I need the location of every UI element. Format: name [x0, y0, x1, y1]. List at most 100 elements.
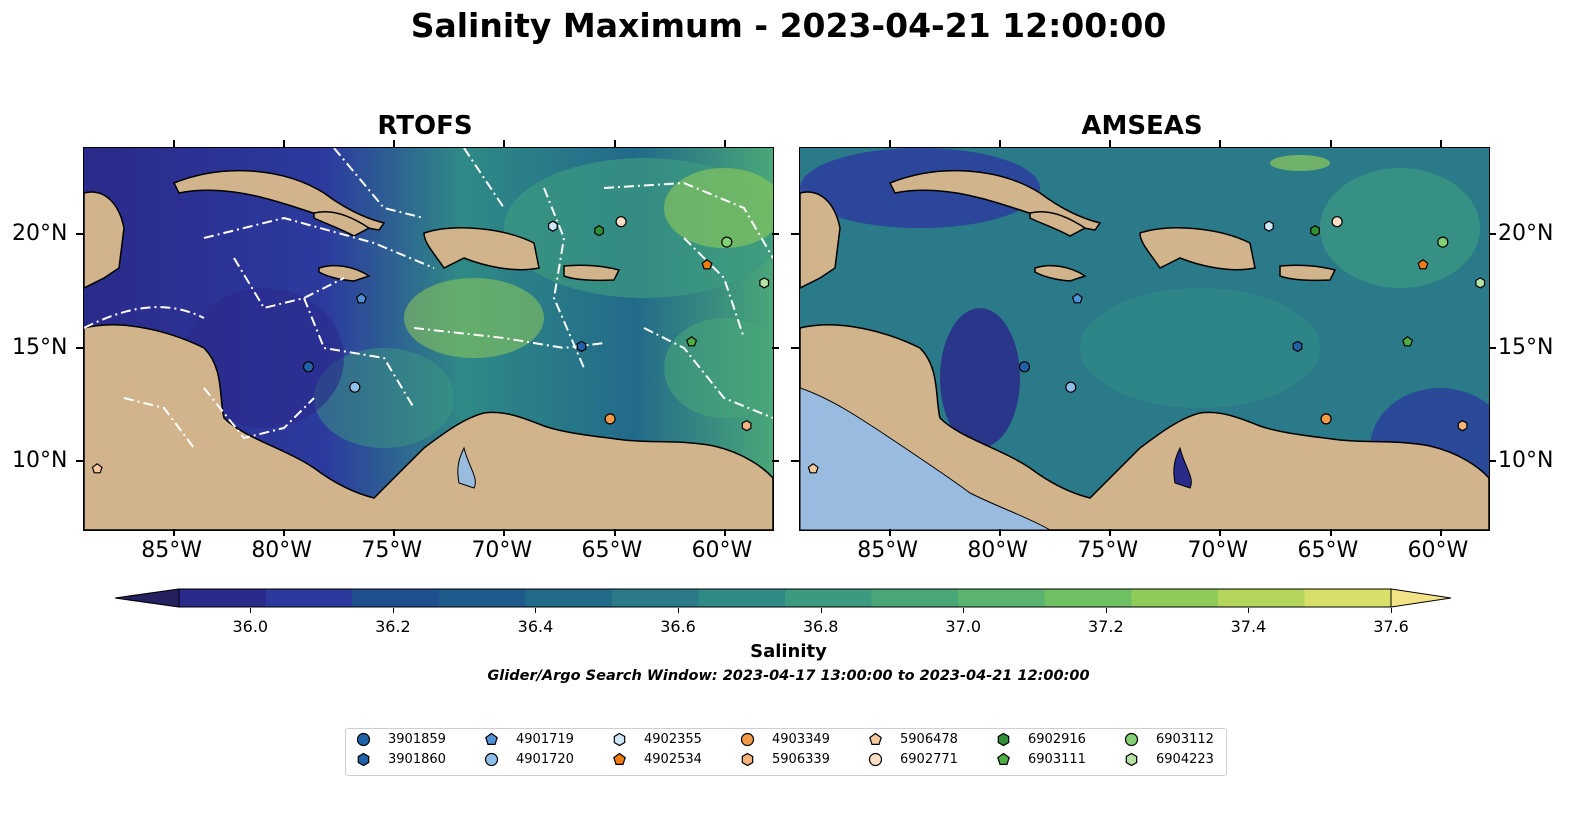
map-amseas-canvas — [800, 148, 1489, 530]
float-marker-5906478[interactable] — [807, 463, 819, 474]
colorbar-tick-label: 36.2 — [375, 617, 411, 636]
lat-tick — [1489, 459, 1496, 462]
float-marker-3901859[interactable] — [302, 361, 315, 373]
colorbar-tick — [1105, 608, 1107, 613]
lon-tick — [889, 140, 892, 147]
float-marker-4901720[interactable] — [349, 381, 361, 393]
lat-tick — [791, 459, 799, 462]
float-marker-6903112[interactable] — [721, 236, 733, 248]
lat-tick — [772, 346, 779, 349]
lon-label: 70°W — [471, 538, 533, 563]
float-marker-4903349[interactable] — [604, 413, 616, 425]
colorbar-segment — [958, 589, 1046, 607]
hexagon-marker-icon — [613, 732, 626, 747]
float-marker-3901859[interactable] — [1018, 361, 1031, 373]
lon-tick — [283, 140, 286, 147]
float-marker-6902771[interactable] — [1331, 216, 1343, 228]
figure-title: Salinity Maximum - 2023-04-21 12:00:00 — [410, 6, 1167, 45]
colorbar-segment — [179, 589, 267, 607]
float-marker-6903111[interactable] — [686, 336, 698, 347]
float-marker-4903349[interactable] — [1320, 413, 1332, 425]
colorbar-segment — [265, 589, 353, 607]
colorbar-segment — [1304, 589, 1392, 607]
lat-tick — [791, 233, 799, 236]
colorbar-segment — [611, 589, 700, 607]
legend: 3901859 3901860 4901719 4901720 4902355 49025… — [345, 728, 1227, 776]
map-rtofs[interactable] — [83, 147, 774, 531]
lon-tick — [1329, 529, 1332, 536]
float-marker-6903112[interactable] — [1437, 236, 1449, 248]
legend-label: 6902916 — [1028, 732, 1086, 747]
float-marker-6904223[interactable] — [1475, 277, 1486, 289]
colorbar-tick — [820, 608, 822, 613]
float-marker-4902534[interactable] — [701, 259, 713, 270]
float-marker-4902355[interactable] — [1263, 220, 1274, 232]
lon-tick — [393, 140, 396, 147]
lon-tick — [503, 140, 506, 147]
lon-label: 65°W — [1297, 538, 1359, 563]
lat-tick — [791, 346, 799, 349]
pentagon-marker-icon — [485, 732, 498, 745]
float-marker-5906478[interactable] — [91, 463, 103, 474]
colorbar-segment — [1131, 589, 1219, 607]
circle-marker-icon — [1124, 732, 1139, 747]
map-amseas[interactable] — [799, 147, 1490, 531]
lon-label: 60°W — [691, 538, 753, 563]
float-marker-6902916[interactable] — [594, 225, 605, 237]
lat-label-right: 20°N — [1498, 221, 1554, 247]
lon-tick — [1109, 140, 1112, 147]
lon-label: 85°W — [857, 538, 918, 563]
colorbar-segment — [698, 589, 786, 607]
lat-tick — [772, 233, 779, 236]
panel-title-amseas: AMSEAS — [1081, 111, 1203, 141]
float-marker-3901860[interactable] — [576, 340, 587, 353]
circle-marker-icon — [356, 732, 371, 747]
colorbar-tick-label: 37.2 — [1088, 617, 1124, 636]
lon-tick — [1329, 140, 1332, 147]
float-marker-6902916[interactable] — [1310, 225, 1321, 237]
colorbar-segment — [438, 589, 526, 607]
colorbar-tick-label: 36.6 — [660, 617, 696, 636]
float-marker-6902771[interactable] — [615, 216, 627, 228]
float-marker-6904223[interactable] — [759, 277, 770, 289]
hexagon-marker-icon — [741, 752, 754, 767]
lon-tick — [999, 140, 1002, 147]
legend-label: 6904223 — [1156, 752, 1214, 767]
legend-label: 4901720 — [516, 752, 574, 767]
lon-tick — [613, 529, 616, 536]
lon-tick — [1439, 140, 1442, 147]
lon-label: 75°W — [1077, 538, 1139, 563]
lon-label: 80°W — [967, 538, 1029, 563]
pentagon-marker-icon — [869, 732, 882, 745]
lat-tick — [772, 459, 779, 462]
markers-rtofs — [91, 216, 770, 474]
lat-label-left: 10°N — [12, 447, 68, 473]
land — [800, 169, 1489, 530]
lon-tick — [503, 529, 506, 536]
legend-label: 6903111 — [1028, 752, 1086, 767]
float-marker-5906339[interactable] — [1457, 420, 1468, 432]
circle-marker-icon — [740, 732, 755, 747]
float-marker-4901720[interactable] — [1065, 381, 1077, 393]
colorbar-segment — [525, 589, 613, 607]
float-marker-6903111[interactable] — [1402, 336, 1414, 347]
hexagon-marker-icon — [997, 732, 1010, 747]
lon-tick — [1109, 529, 1112, 536]
colorbar-tick-label: 36.0 — [232, 617, 269, 636]
markers-amseas — [807, 216, 1486, 474]
float-marker-4902534[interactable] — [1417, 259, 1429, 270]
float-marker-5906339[interactable] — [741, 420, 752, 432]
float-marker-4901719[interactable] — [355, 293, 367, 304]
float-marker-4901719[interactable] — [1071, 293, 1083, 304]
legend-label: 3901859 — [388, 732, 446, 747]
float-marker-3901860[interactable] — [1292, 340, 1303, 353]
float-marker-4902355[interactable] — [547, 220, 558, 232]
legend-label: 4901719 — [516, 732, 574, 747]
lat-tick — [1489, 346, 1496, 349]
colorbar-tick — [250, 608, 252, 613]
legend-label: 4903349 — [772, 732, 830, 747]
lon-tick — [173, 140, 176, 147]
lon-label: 80°W — [251, 538, 313, 563]
colorbar-tick — [392, 608, 394, 613]
map-rtofs-canvas — [84, 148, 773, 530]
